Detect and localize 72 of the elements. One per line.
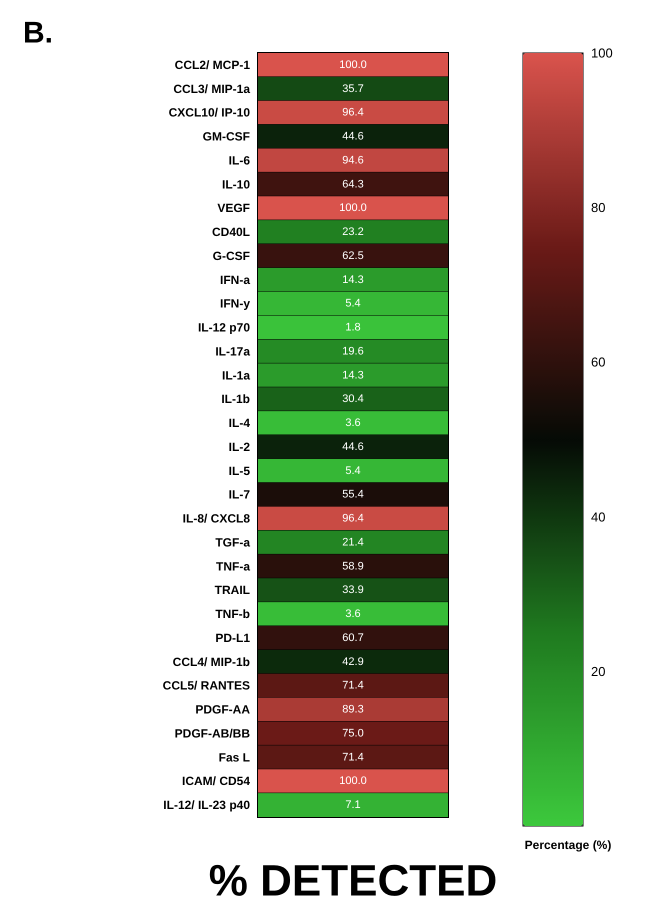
y-tick-label: IL-8/ CXCL8 <box>182 512 250 526</box>
color-bar-label: 20 <box>591 664 606 679</box>
y-tick-label: TNF-a <box>216 559 250 574</box>
y-tick-label: IL-10 <box>222 177 250 192</box>
y-tick-label: IL-12/ IL-23 p40 <box>163 798 250 812</box>
data-label: 42.9 <box>342 656 364 668</box>
data-label: 89.3 <box>342 704 364 716</box>
data-label: 100.0 <box>339 58 367 71</box>
color-bar-title: Percentage (%) <box>524 838 612 852</box>
y-tick-label: IL-12 p70 <box>198 320 250 335</box>
y-tick-label: IL-4 <box>228 416 250 430</box>
y-tick-label: CXCL10/ IP-10 <box>168 106 250 120</box>
color-bar-label: 60 <box>591 354 606 370</box>
data-label: 23.2 <box>342 226 364 238</box>
y-tick-label: CD40L <box>212 225 250 240</box>
y-tick-label: CCL3/ MIP-1a <box>173 82 250 96</box>
data-label: 75.0 <box>342 727 364 740</box>
data-label: 64.3 <box>342 178 364 190</box>
data-label: 100.0 <box>339 775 367 788</box>
data-label: 44.6 <box>342 130 364 143</box>
data-label: 71.4 <box>342 751 364 764</box>
y-tick-label: GM-CSF <box>202 130 250 144</box>
y-tick-label: CCL4/ MIP-1b <box>172 654 250 669</box>
data-label: 19.6 <box>342 345 364 358</box>
color-bar-label: 100 <box>591 46 613 60</box>
y-tick-label: CCL5/ RANTES <box>162 678 250 693</box>
data-label: 5.4 <box>345 298 361 310</box>
y-tick-label: TRAIL <box>214 583 250 598</box>
y-tick-label: IL-1b <box>221 392 250 406</box>
data-label: 1.8 <box>345 322 361 334</box>
y-tick-label: IL-5 <box>228 464 250 478</box>
y-tick-label: VEGF <box>217 201 250 216</box>
y-tick-label: IFN-a <box>220 272 250 287</box>
y-tick-label: IL-2 <box>228 440 250 454</box>
x-axis-title: % DETECTED <box>208 856 498 906</box>
data-label: 21.4 <box>342 536 364 548</box>
y-tick-label: Fas L <box>218 750 250 764</box>
data-label: 35.7 <box>342 82 364 95</box>
data-label: 33.9 <box>342 584 364 596</box>
data-label: 60.7 <box>342 632 364 644</box>
color-bar-label: 40 <box>591 509 606 524</box>
y-tick-label: IL-6 <box>228 153 250 168</box>
y-tick-label: PD-L1 <box>215 630 250 645</box>
y-tick-label: IL-7 <box>228 488 250 502</box>
y-tick-label: ICAM/ CD54 <box>182 774 250 788</box>
data-label: 14.3 <box>342 274 364 286</box>
data-label: 55.4 <box>342 488 364 501</box>
y-tick-label: PDGF-AA <box>195 702 250 717</box>
y-tick-label: IL-1a <box>222 368 250 382</box>
y-tick-label: TNF-b <box>215 607 250 622</box>
data-label: 7.1 <box>345 799 361 812</box>
data-label: 5.4 <box>345 464 361 477</box>
y-tick-label: IL-17a <box>215 344 250 358</box>
y-tick-label: CCL2/ MCP-1 <box>174 58 250 72</box>
data-label: 44.6 <box>342 440 364 453</box>
data-label: 30.4 <box>342 393 364 406</box>
chart-title: B. <box>23 16 53 50</box>
y-tick-label: TGF-a <box>215 535 250 550</box>
y-tick-label: PDGF-AB/BB <box>174 726 250 740</box>
color-bar-label: 80 <box>591 200 606 216</box>
data-label: 71.4 <box>342 680 364 692</box>
data-label: 96.4 <box>342 512 364 525</box>
data-label: 62.5 <box>342 250 364 262</box>
data-label: 100.0 <box>339 202 367 214</box>
data-label: 94.6 <box>342 154 364 166</box>
y-tick-label: G-CSF <box>212 248 250 263</box>
data-label: 96.4 <box>342 106 364 119</box>
data-label: 3.6 <box>345 417 361 430</box>
data-label: 14.3 <box>342 369 364 382</box>
y-tick-label: IFN-y <box>220 296 250 311</box>
data-label: 3.6 <box>345 608 361 620</box>
data-label: 58.9 <box>342 560 364 572</box>
